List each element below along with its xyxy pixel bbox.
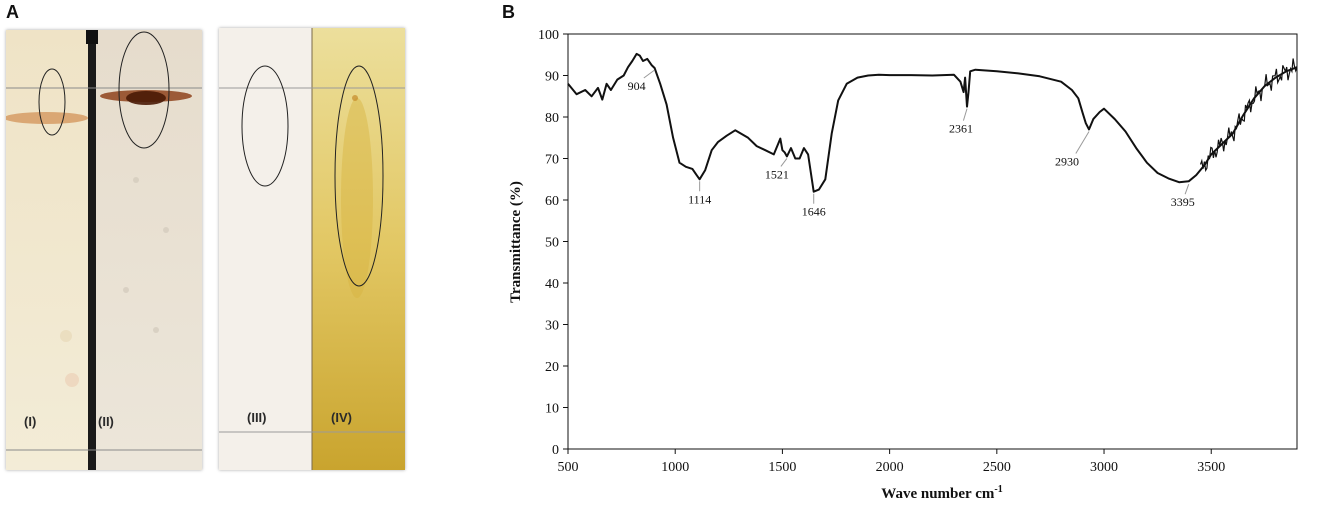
lane-label-3: (III) xyxy=(247,410,267,425)
plot-border xyxy=(567,33,1298,450)
x-tick-label: 2000 xyxy=(876,460,904,475)
y-axis-ticks: 0 10 20 30 40 50 60 70 80 90 100 xyxy=(538,28,568,458)
x-tick-label: 2500 xyxy=(983,460,1011,475)
annotation-leader xyxy=(780,158,788,167)
x-axis-label: Wave number cm-1 xyxy=(881,484,1002,502)
peak-annotations: 904 1114 1521 1646 2361 2930 3395 xyxy=(628,69,1195,219)
lane-label-1: (I) xyxy=(24,414,37,429)
lane-label-2: (II) xyxy=(98,414,114,429)
y-tick-label: 10 xyxy=(545,402,559,417)
panel-label-b: B xyxy=(502,2,515,22)
y-tick-label: 20 xyxy=(545,360,559,375)
y-tick-label: 30 xyxy=(545,319,559,334)
peak-label: 1646 xyxy=(802,205,826,219)
y-tick-label: 80 xyxy=(545,111,559,126)
y-tick-label: 90 xyxy=(545,70,559,85)
ftir-chart: 0 10 20 30 40 50 60 70 80 90 100 500 1000 1500 2000 25… xyxy=(508,28,1298,502)
x-axis-label-text: Wave number cm xyxy=(881,486,995,502)
lane-label-4: (IV) xyxy=(331,410,352,425)
x-axis-label-exponent: -1 xyxy=(994,484,1002,495)
peak-label: 2361 xyxy=(949,122,973,136)
spectrum-series xyxy=(567,52,1298,193)
y-tick-label: 0 xyxy=(552,443,559,458)
y-tick-label: 60 xyxy=(545,194,559,209)
peak-label: 1114 xyxy=(688,192,711,206)
annotation-leader xyxy=(962,108,968,121)
tlc-plate-2-image xyxy=(219,28,405,470)
x-axis-ticks: 500 1000 1500 2000 2500 3000 3500 xyxy=(558,449,1225,475)
tlc-plate-2: (III) (IV) xyxy=(219,28,405,470)
x-tick-label: 500 xyxy=(558,460,579,475)
y-tick-label: 70 xyxy=(545,153,559,168)
plot-frame xyxy=(567,33,1298,450)
peak-label: 3395 xyxy=(1171,195,1195,209)
spectrum-noise xyxy=(1199,58,1298,173)
y-tick-label: 50 xyxy=(545,236,559,251)
tlc-plate-1: (I) (II) xyxy=(6,30,202,470)
y-axis-label: Transmittance (%) xyxy=(508,181,524,303)
peak-label: 1521 xyxy=(765,167,789,181)
tlc-plate-1-image xyxy=(6,30,202,470)
annotation-leader xyxy=(1075,131,1090,154)
peak-label: 904 xyxy=(628,79,646,93)
x-tick-label: 3500 xyxy=(1197,460,1225,475)
y-tick-label: 100 xyxy=(538,28,559,43)
x-tick-label: 3000 xyxy=(1090,460,1118,475)
annotation-leader xyxy=(1184,183,1190,195)
annotation-leader xyxy=(643,69,655,79)
y-tick-label: 40 xyxy=(545,277,559,292)
x-tick-label: 1500 xyxy=(768,460,796,475)
spectrum-line xyxy=(567,52,1298,193)
peak-label: 2930 xyxy=(1055,154,1079,168)
panel-label-a: A xyxy=(6,2,19,22)
x-tick-label: 1000 xyxy=(661,460,689,475)
